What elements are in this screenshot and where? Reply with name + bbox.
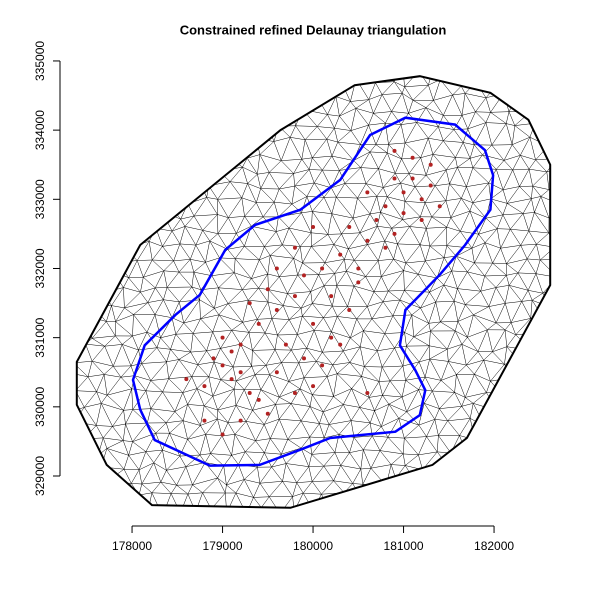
point bbox=[247, 391, 252, 395]
point bbox=[184, 377, 189, 382]
x-tick-label: 178000 bbox=[112, 539, 152, 553]
point bbox=[302, 273, 306, 278]
outer-boundary bbox=[75, 75, 552, 509]
point bbox=[365, 238, 370, 243]
y-tick-label: 332000 bbox=[33, 248, 47, 288]
point bbox=[238, 370, 243, 375]
point bbox=[320, 266, 325, 271]
point bbox=[419, 197, 424, 202]
point bbox=[392, 176, 397, 181]
point bbox=[256, 321, 261, 326]
point bbox=[320, 363, 325, 368]
point bbox=[256, 397, 261, 402]
point bbox=[202, 384, 207, 389]
point bbox=[329, 294, 334, 299]
point bbox=[229, 349, 234, 354]
y-tick-label: 331000 bbox=[33, 317, 47, 357]
point bbox=[419, 218, 424, 223]
x-tick-label: 179000 bbox=[203, 539, 243, 553]
y-tick-label: 333000 bbox=[33, 179, 47, 219]
point bbox=[338, 252, 343, 257]
point bbox=[401, 211, 406, 216]
point bbox=[220, 432, 225, 437]
point bbox=[311, 321, 316, 326]
point bbox=[383, 245, 388, 250]
x-tick-label: 180000 bbox=[293, 539, 333, 553]
point bbox=[356, 266, 361, 271]
point bbox=[374, 218, 379, 223]
point bbox=[410, 155, 415, 160]
x-tick-label: 182000 bbox=[474, 539, 514, 553]
point bbox=[347, 224, 352, 229]
point bbox=[365, 190, 370, 195]
point bbox=[211, 356, 216, 361]
point bbox=[410, 176, 415, 181]
point bbox=[401, 190, 406, 195]
point bbox=[292, 294, 297, 299]
mesh-edges bbox=[76, 76, 551, 508]
point bbox=[437, 204, 442, 209]
point bbox=[274, 266, 279, 271]
point bbox=[428, 183, 433, 188]
point bbox=[274, 307, 279, 312]
point bbox=[292, 245, 297, 250]
y-tick-label: 335000 bbox=[33, 41, 47, 81]
point bbox=[238, 418, 243, 423]
inner-boundary bbox=[131, 116, 495, 467]
point bbox=[238, 342, 243, 347]
point bbox=[265, 287, 270, 292]
point bbox=[329, 335, 334, 340]
point bbox=[283, 342, 288, 347]
point bbox=[392, 231, 397, 236]
chart-title: Constrained refined Delaunay triangulati… bbox=[180, 22, 447, 37]
point bbox=[302, 356, 306, 361]
point bbox=[292, 391, 297, 395]
point bbox=[247, 301, 252, 306]
point bbox=[274, 370, 279, 375]
point bbox=[428, 162, 433, 167]
point bbox=[383, 204, 388, 209]
point bbox=[220, 335, 225, 340]
point bbox=[265, 411, 270, 416]
point bbox=[347, 307, 352, 312]
point bbox=[392, 148, 397, 153]
point bbox=[311, 224, 316, 229]
point bbox=[311, 384, 316, 389]
point bbox=[229, 377, 234, 382]
point bbox=[356, 280, 361, 285]
point bbox=[202, 418, 207, 423]
mesh bbox=[76, 76, 551, 508]
y-tick-label: 330000 bbox=[33, 386, 47, 426]
point bbox=[220, 363, 225, 368]
point bbox=[365, 391, 370, 395]
y-tick-label: 334000 bbox=[33, 110, 47, 150]
point bbox=[338, 342, 343, 347]
x-tick-label: 181000 bbox=[384, 539, 424, 553]
y-tick-label: 329000 bbox=[33, 456, 47, 496]
